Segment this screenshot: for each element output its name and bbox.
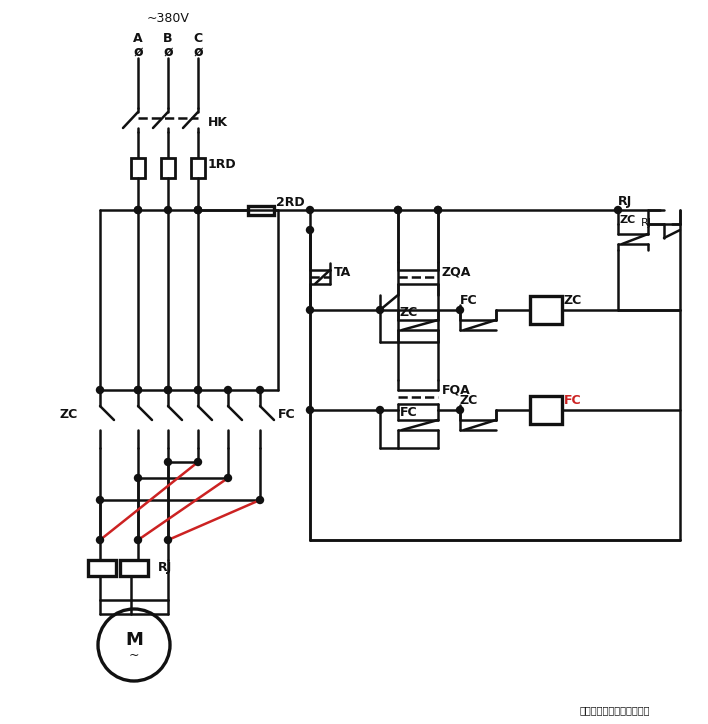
Circle shape: [135, 536, 142, 544]
Bar: [530, 296, 562, 324]
Text: ZC: ZC: [564, 293, 582, 306]
Text: ~: ~: [129, 649, 139, 662]
Text: ZC: ZC: [60, 408, 79, 421]
Text: FC: FC: [278, 408, 296, 421]
Circle shape: [224, 474, 232, 481]
Bar: [120, 560, 148, 576]
Circle shape: [195, 206, 202, 214]
Text: B: B: [164, 32, 173, 44]
Circle shape: [96, 497, 103, 503]
Circle shape: [195, 206, 202, 214]
Text: FQA: FQA: [442, 384, 471, 397]
Text: A: A: [133, 32, 143, 44]
Circle shape: [435, 206, 442, 214]
Text: TA: TA: [334, 266, 351, 279]
Circle shape: [96, 536, 103, 544]
Circle shape: [135, 206, 142, 214]
Circle shape: [96, 387, 103, 394]
Circle shape: [164, 206, 171, 214]
Text: FC: FC: [564, 394, 582, 406]
Circle shape: [307, 206, 314, 214]
Text: FC: FC: [460, 293, 478, 306]
Text: ZC: ZC: [460, 394, 478, 406]
Circle shape: [135, 387, 142, 394]
Circle shape: [435, 206, 442, 214]
Circle shape: [377, 306, 384, 313]
Circle shape: [195, 206, 202, 214]
Circle shape: [164, 536, 171, 544]
Circle shape: [394, 206, 401, 214]
Text: ~380V: ~380V: [147, 12, 190, 25]
Bar: [88, 560, 116, 576]
Text: ø: ø: [163, 45, 173, 59]
Text: 1RD: 1RD: [208, 159, 236, 172]
Text: HK: HK: [208, 116, 228, 128]
Text: M: M: [125, 631, 143, 649]
Circle shape: [307, 227, 314, 234]
Circle shape: [457, 406, 464, 413]
Bar: [530, 396, 562, 424]
Text: 2RD: 2RD: [276, 195, 304, 209]
Text: ZC: ZC: [400, 306, 418, 319]
Text: ZQA: ZQA: [442, 266, 472, 279]
Circle shape: [307, 406, 314, 413]
Text: ZC: ZC: [620, 215, 636, 225]
Text: FC: FC: [400, 405, 418, 418]
Bar: [131, 158, 145, 178]
Circle shape: [164, 387, 171, 394]
Circle shape: [135, 206, 142, 214]
Text: RJ: RJ: [158, 562, 172, 575]
Circle shape: [164, 458, 171, 466]
Text: RJ: RJ: [641, 218, 652, 228]
Circle shape: [615, 206, 622, 214]
Circle shape: [307, 306, 314, 313]
Circle shape: [377, 406, 384, 413]
Circle shape: [195, 387, 202, 394]
Bar: [191, 158, 205, 178]
Circle shape: [164, 387, 171, 394]
Text: RJ: RJ: [618, 195, 632, 209]
Circle shape: [98, 609, 170, 681]
Circle shape: [394, 206, 401, 214]
Circle shape: [256, 497, 263, 503]
Circle shape: [224, 387, 232, 394]
Circle shape: [256, 387, 263, 394]
Circle shape: [195, 387, 202, 394]
Bar: [248, 206, 274, 215]
Text: ø: ø: [133, 45, 143, 59]
Circle shape: [135, 387, 142, 394]
Circle shape: [135, 474, 142, 481]
Bar: [161, 158, 175, 178]
Circle shape: [457, 306, 464, 313]
Circle shape: [195, 458, 202, 466]
Text: ø: ø: [193, 45, 202, 59]
Text: C: C: [193, 32, 202, 44]
Text: 接触器联锁正反转控制线路: 接触器联锁正反转控制线路: [580, 705, 651, 715]
